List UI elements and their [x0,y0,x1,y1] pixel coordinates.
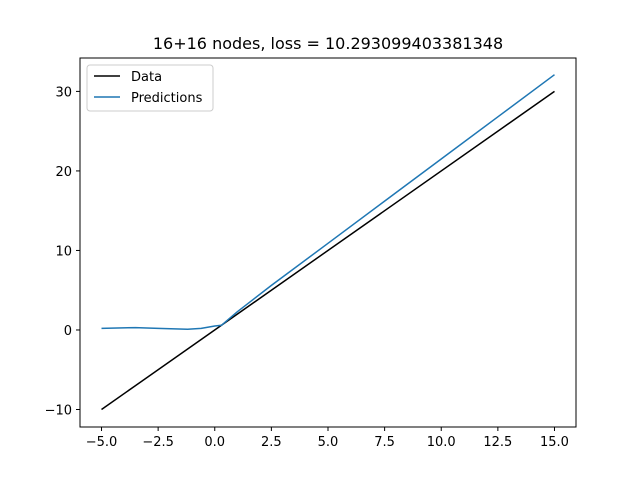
y-tick-label: 0 [64,324,72,339]
x-tick-label: 12.5 [483,435,512,450]
series-layer [101,74,555,411]
legend: Data Predictions [86,64,214,112]
axes-layer: −5.0 −2.5 0.0 2.5 5.0 7.5 10.0 12.5 15.0 −10 0 10 20… [45,85,569,450]
y-tick-label: 20 [55,165,72,180]
x-tick-label: 5.0 [318,435,339,450]
x-tick-label: −5.0 [86,435,118,450]
x-tick-label: 7.5 [374,435,395,450]
y-tick-label: 30 [55,85,72,100]
x-tick-label: 10.0 [427,435,456,450]
legend-label-0: Data [131,70,162,85]
plot-frame [79,57,577,428]
x-tick-label: −2.5 [142,435,174,450]
x-tick-label: 15.0 [540,435,569,450]
x-tick-label: 2.5 [261,435,282,450]
chart-title: 16+16 nodes, loss = 10.293099403381348 [153,34,503,53]
x-tick-label: 0.0 [204,435,225,450]
y-tick-label: −10 [45,404,72,419]
legend-label-1: Predictions [131,91,203,106]
y-tick-label: 10 [55,244,72,259]
series-line-0 [101,90,555,411]
series-line-1 [101,74,555,330]
